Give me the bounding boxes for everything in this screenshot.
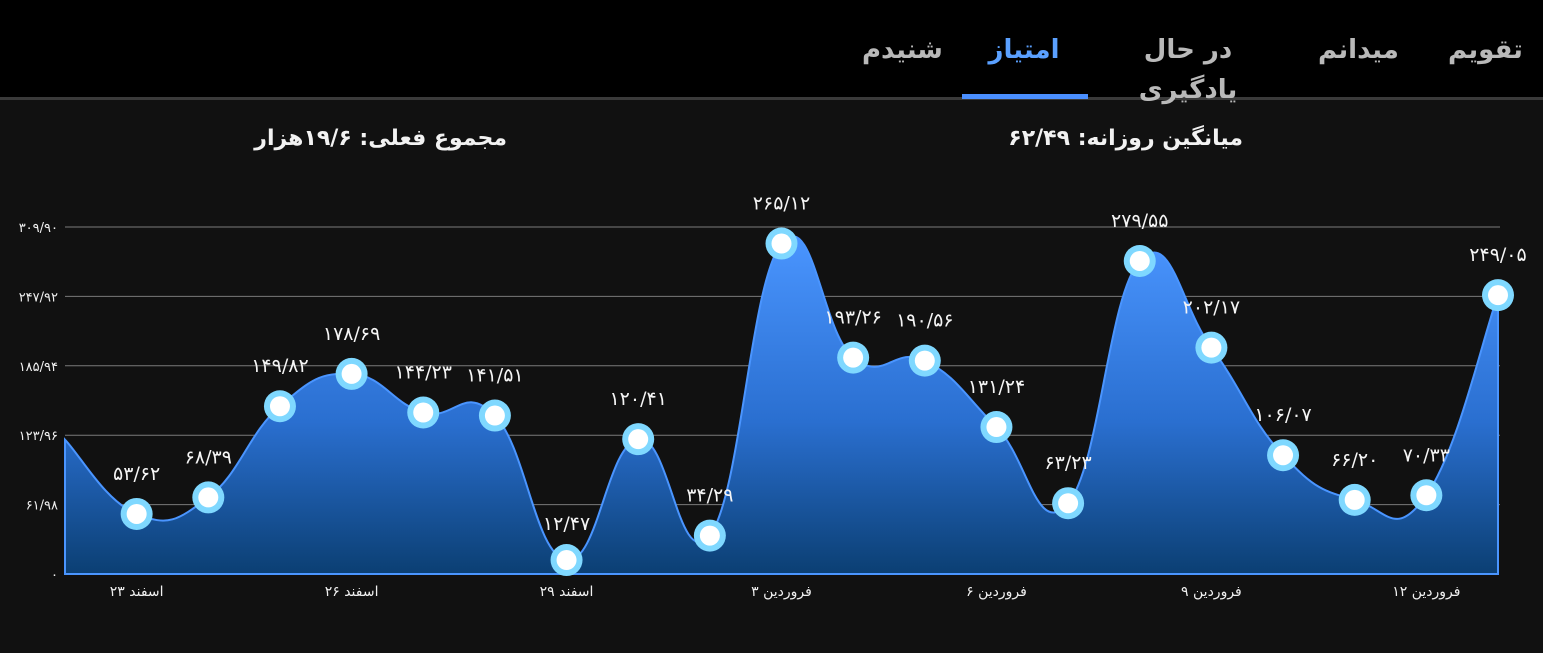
data-point: [1344, 489, 1365, 510]
data-label: ۲۶۵/۱۲: [753, 193, 810, 215]
y-tick-label: ۳۰۹/۹۰: [19, 221, 58, 236]
data-point: [198, 487, 219, 508]
data-label: ۷۰/۳۳: [1403, 444, 1450, 466]
y-tick-label: ۰: [51, 568, 58, 583]
data-label: ۱۴۱/۵۱: [466, 365, 523, 387]
data-label: ۱۲۰/۴۱: [609, 388, 666, 410]
data-point: [699, 525, 720, 546]
tab-bar: تقویم میدانم در حال یادگیری امتیاز شنیدم: [0, 0, 1543, 105]
data-label: ۳۴/۲۹: [686, 485, 733, 507]
data-point: [1058, 493, 1079, 514]
x-tick-label: ۹ فروردین: [1181, 584, 1242, 600]
data-labels: ۵۳/۶۲ ۶۸/۳۹ ۱۴۹/۸۲ ۱۷۸/۶۹ ۱۴۴/۲۳ ۱۴۱/۵۱ ۱۲/۴۷ ۱…: [113, 193, 1527, 535]
data-label: ۲۴۹/۰۵: [1469, 244, 1526, 266]
tab-score[interactable]: امتیاز: [988, 35, 1060, 65]
data-point: [484, 405, 505, 426]
data-label: ۶۶/۲۰: [1331, 449, 1378, 471]
data-label: ۱۴۹/۸۲: [251, 355, 308, 377]
x-axis-ticks: ۲۳ اسفند ۲۶ اسفند ۲۹ اسفند ۳ فروردین ۶ فرورد…: [110, 584, 1461, 600]
data-point: [269, 396, 290, 417]
data-point: [628, 429, 649, 450]
data-point: [986, 417, 1007, 438]
data-point: [1201, 337, 1222, 358]
tab-known[interactable]: میدانم: [1318, 35, 1399, 65]
data-point: [1416, 485, 1437, 506]
x-tick-label: ۱۲ فروردین: [1392, 584, 1460, 600]
data-label: ۱۲/۴۷: [543, 513, 590, 535]
data-label: ۵۳/۶۲: [113, 463, 160, 485]
y-tick-label: ۶۱/۹۸: [26, 499, 58, 514]
data-label: ۱۷۸/۶۹: [323, 323, 380, 345]
data-label: ۱۴۴/۲۳: [395, 362, 452, 384]
x-tick-label: ۲۳ اسفند: [110, 584, 164, 600]
data-label: ۱۳۱/۲۴: [968, 376, 1025, 398]
data-point: [1129, 250, 1150, 271]
data-point: [556, 550, 577, 571]
data-label: ۶۸/۳۹: [185, 446, 232, 468]
y-tick-label: ۱۲۳/۹۶: [19, 429, 58, 444]
data-point: [126, 503, 147, 524]
data-label: ۱۹۰/۵۶: [896, 310, 953, 332]
data-label: ۶۳/۲۳: [1044, 452, 1091, 474]
data-points: [120, 227, 1514, 577]
data-point: [341, 363, 362, 384]
data-point: [771, 233, 792, 254]
tab-learning[interactable]: در حال یادگیری: [1138, 35, 1238, 105]
data-point: [413, 402, 434, 423]
y-tick-label: ۱۸۵/۹۴: [19, 360, 58, 375]
tab-calendar[interactable]: تقویم: [1448, 35, 1523, 65]
data-label: ۲۷۹/۵۵: [1111, 210, 1168, 232]
data-point: [843, 347, 864, 368]
data-label: ۱۰۶/۰۷: [1254, 404, 1311, 426]
daily-average-stat: میانگین روزانه: ۶۲/۴۹: [1008, 126, 1243, 151]
x-tick-label: ۳ فروردین: [751, 584, 812, 600]
data-point: [914, 350, 935, 371]
y-tick-label: ۲۴۷/۹۲: [19, 290, 58, 305]
data-label: ۱۹۳/۲۶: [824, 307, 881, 329]
active-tab-indicator: [962, 94, 1088, 99]
x-tick-label: ۶ فروردین: [966, 584, 1027, 600]
data-label: ۲۰۲/۱۷: [1183, 297, 1240, 319]
x-tick-label: ۲۹ اسفند: [540, 584, 594, 600]
x-tick-label: ۲۶ اسفند: [325, 584, 379, 600]
y-axis-ticks: ۰ ۶۱/۹۸ ۱۲۳/۹۶ ۱۸۵/۹۴ ۲۴۷/۹۲ ۳۰۹/۹۰: [19, 221, 58, 583]
total-stat: مجموع فعلی: ۱۹/۶هزار: [254, 126, 507, 151]
data-point: [1488, 285, 1508, 306]
data-point: [1273, 445, 1294, 466]
tab-heard[interactable]: شنیدم: [862, 35, 943, 65]
